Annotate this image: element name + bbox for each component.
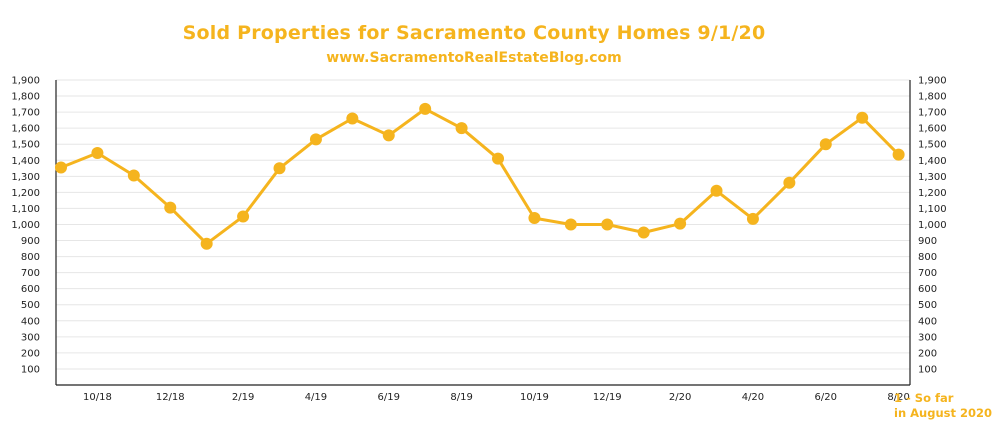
data-point — [892, 148, 905, 161]
gridlines — [56, 79, 910, 370]
data-point — [601, 218, 614, 231]
chart-title: Sold Properties for Sacramento County Ho… — [182, 22, 766, 44]
data-point — [783, 176, 796, 189]
y-tick-label-right: 1,200 — [918, 188, 947, 199]
y-axis-right-labels: 100 200 300 400 500 600 700 800 900 1,000 1,100 1,2… — [918, 76, 947, 376]
y-tick-label-right: 900 — [918, 236, 937, 247]
y-tick-label-right: 800 — [918, 252, 937, 263]
x-tick-label: 4/20 — [742, 392, 764, 403]
x-tick-label: 2/19 — [232, 392, 254, 403]
y-tick-label-right: 1,100 — [918, 204, 947, 215]
chart-subtitle: www.SacramentoRealEstateBlog.com — [326, 50, 622, 66]
data-point — [419, 102, 432, 115]
data-point — [674, 217, 687, 230]
x-tick-label: 10/18 — [83, 392, 112, 403]
y-tick-label-right: 200 — [918, 348, 937, 359]
y-tick-label-right: 1,300 — [918, 172, 947, 183]
x-tick-label: 12/18 — [156, 392, 185, 403]
y-tick-label-left: 700 — [21, 268, 40, 279]
data-point — [492, 152, 505, 165]
data-point — [637, 226, 650, 239]
data-point — [819, 138, 832, 151]
data-point — [273, 162, 286, 175]
x-tick-label: 8/20 — [887, 392, 909, 403]
y-tick-label-right: 1,700 — [918, 108, 947, 119]
x-tick-label: 4/19 — [305, 392, 327, 403]
y-tick-label-right: 400 — [918, 316, 937, 327]
data-point — [127, 169, 140, 182]
footnote: 1 - So far in August 2020 — [894, 391, 992, 421]
series-sold-properties — [55, 102, 905, 250]
y-tick-label-left: 900 — [21, 236, 40, 247]
x-axis-labels: 10/18 12/18 2/19 4/19 6/19 8/19 10/19 12/19 2/20… — [83, 392, 910, 403]
y-tick-label-left: 1,900 — [11, 76, 40, 87]
y-tick-label-right: 1,000 — [918, 220, 947, 231]
data-point — [237, 210, 250, 223]
y-tick-label-left: 1,100 — [11, 204, 40, 215]
data-point — [91, 147, 104, 160]
y-tick-label-left: 200 — [21, 348, 40, 359]
y-tick-label-left: 1,300 — [11, 172, 40, 183]
data-point — [309, 133, 322, 146]
y-tick-label-left: 800 — [21, 252, 40, 263]
data-point — [564, 218, 577, 231]
y-tick-label-left: 1,200 — [11, 188, 40, 199]
data-point — [164, 201, 177, 214]
y-tick-label-left: 1,700 — [11, 108, 40, 119]
data-point — [382, 129, 395, 142]
y-tick-label-left: 1,600 — [11, 124, 40, 135]
y-tick-label-right: 1,400 — [918, 156, 947, 167]
data-point — [528, 212, 541, 225]
x-tick-label: 6/20 — [815, 392, 837, 403]
y-tick-label-right: 600 — [918, 284, 937, 295]
y-tick-label-right: 300 — [918, 332, 937, 343]
y-tick-label-left: 400 — [21, 316, 40, 327]
y-tick-label-left: 1,800 — [11, 92, 40, 103]
axes — [55, 80, 911, 386]
y-tick-label-left: 100 — [21, 364, 40, 375]
x-tick-label: 2/20 — [669, 392, 691, 403]
x-tick-label: 6/19 — [378, 392, 400, 403]
y-tick-label-right: 100 — [918, 364, 937, 375]
data-point — [200, 237, 213, 250]
series-line — [60, 107, 900, 246]
data-point — [346, 112, 359, 125]
y-tick-label-left: 1,000 — [11, 220, 40, 231]
y-axis-left-labels: 100 200 300 400 500 600 700 800 900 1,000 1,100 1,2… — [11, 76, 40, 376]
x-tick-label: 10/19 — [520, 392, 549, 403]
x-tick-label: 8/19 — [450, 392, 472, 403]
y-tick-label-left: 1,500 — [11, 140, 40, 151]
y-tick-label-right: 1,500 — [918, 140, 947, 151]
data-point — [455, 122, 468, 135]
data-point — [856, 111, 869, 124]
y-tick-label-left: 500 — [21, 300, 40, 311]
y-tick-label-left: 1,400 — [11, 156, 40, 167]
y-tick-label-left: 300 — [21, 332, 40, 343]
y-tick-label-right: 1,600 — [918, 124, 947, 135]
y-tick-label-right: 1,900 — [918, 76, 947, 87]
y-tick-label-left: 600 — [21, 284, 40, 295]
data-point — [746, 212, 759, 225]
y-tick-label-right: 1,800 — [918, 92, 947, 103]
data-point — [710, 184, 723, 197]
footnote-line-2: in August 2020 — [894, 406, 992, 420]
y-tick-label-right: 500 — [918, 300, 937, 311]
x-tick-label: 12/19 — [593, 392, 622, 403]
footnote-line-1: 1 - So far — [894, 391, 954, 405]
data-point — [55, 161, 67, 174]
y-tick-label-right: 700 — [918, 268, 937, 279]
